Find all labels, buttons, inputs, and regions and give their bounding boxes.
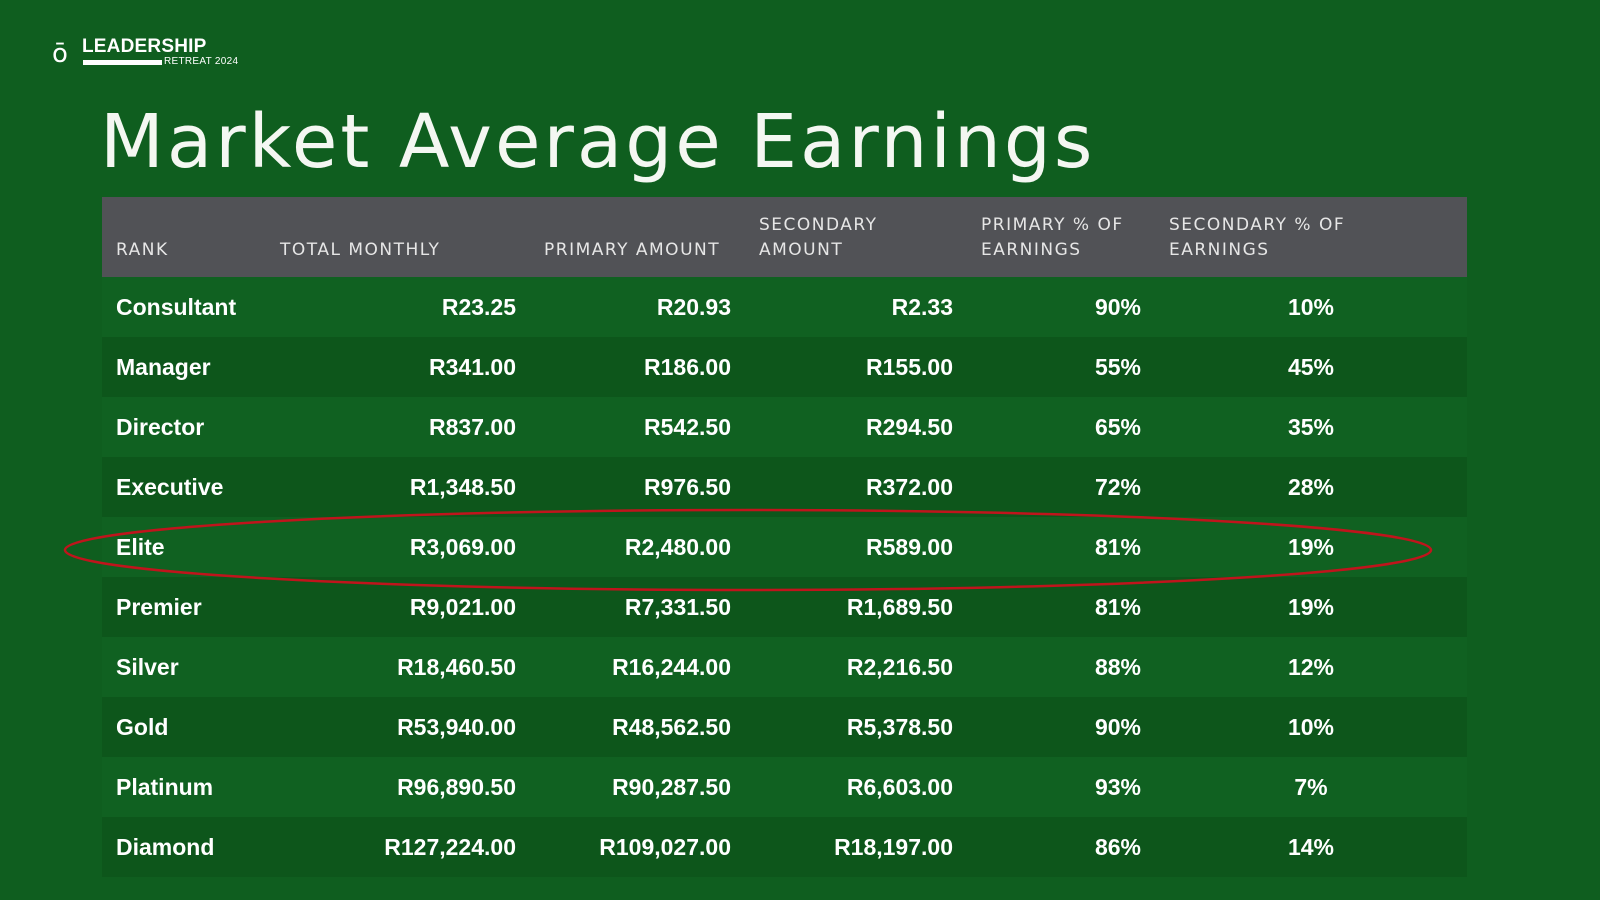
cell-rank: Consultant bbox=[102, 277, 266, 337]
cell-secondary-pct: 19% bbox=[1155, 577, 1467, 637]
cell-secondary-amount: R18,197.00 bbox=[745, 817, 967, 877]
header-primary-amount: PRIMARY AMOUNT bbox=[530, 197, 745, 277]
cell-total-monthly: R3,069.00 bbox=[266, 517, 530, 577]
table-row: Platinum R96,890.50 R90,287.50 R6,603.00… bbox=[102, 757, 1467, 817]
header-secondary-pct: SECONDARY % OF EARNINGS bbox=[1155, 197, 1467, 277]
header-rank: RANK bbox=[102, 197, 266, 277]
logo-subtitle: RETREAT 2024 bbox=[164, 56, 239, 67]
cell-secondary-amount: R5,378.50 bbox=[745, 697, 967, 757]
page-title: Market Average Earnings bbox=[100, 99, 1096, 185]
cell-secondary-amount: R155.00 bbox=[745, 337, 967, 397]
table-row: Diamond R127,224.00 R109,027.00 R18,197.… bbox=[102, 817, 1467, 877]
cell-secondary-pct: 10% bbox=[1155, 277, 1467, 337]
cell-secondary-pct: 35% bbox=[1155, 397, 1467, 457]
cell-rank: Elite bbox=[102, 517, 266, 577]
cell-primary-amount: R16,244.00 bbox=[530, 637, 745, 697]
cell-secondary-pct: 12% bbox=[1155, 637, 1467, 697]
cell-primary-amount: R109,027.00 bbox=[530, 817, 745, 877]
cell-secondary-amount: R589.00 bbox=[745, 517, 967, 577]
cell-secondary-amount: R1,689.50 bbox=[745, 577, 967, 637]
cell-primary-pct: 88% bbox=[967, 637, 1155, 697]
table-row: Gold R53,940.00 R48,562.50 R5,378.50 90%… bbox=[102, 697, 1467, 757]
cell-total-monthly: R96,890.50 bbox=[266, 757, 530, 817]
cell-secondary-amount: R372.00 bbox=[745, 457, 967, 517]
cell-rank: Executive bbox=[102, 457, 266, 517]
cell-rank: Premier bbox=[102, 577, 266, 637]
cell-primary-pct: 81% bbox=[967, 577, 1155, 637]
cell-secondary-amount: R2.33 bbox=[745, 277, 967, 337]
cell-primary-amount: R186.00 bbox=[530, 337, 745, 397]
table-row: Director R837.00 R542.50 R294.50 65% 35% bbox=[102, 397, 1467, 457]
cell-rank: Gold bbox=[102, 697, 266, 757]
cell-primary-amount: R976.50 bbox=[530, 457, 745, 517]
cell-secondary-pct: 7% bbox=[1155, 757, 1467, 817]
table-row: Manager R341.00 R186.00 R155.00 55% 45% bbox=[102, 337, 1467, 397]
header-total-monthly: TOTAL MONTHLY bbox=[266, 197, 530, 277]
cell-total-monthly: R1,348.50 bbox=[266, 457, 530, 517]
cell-secondary-amount: R6,603.00 bbox=[745, 757, 967, 817]
header-secondary-amount: SECONDARY AMOUNT bbox=[745, 197, 967, 277]
logo-underline bbox=[83, 60, 162, 65]
brand-logo: ō LEADERSHIP RETREAT 2024 bbox=[52, 36, 252, 72]
cell-total-monthly: R18,460.50 bbox=[266, 637, 530, 697]
cell-secondary-pct: 19% bbox=[1155, 517, 1467, 577]
cell-primary-amount: R7,331.50 bbox=[530, 577, 745, 637]
cell-total-monthly: R837.00 bbox=[266, 397, 530, 457]
cell-rank: Director bbox=[102, 397, 266, 457]
cell-primary-pct: 90% bbox=[967, 697, 1155, 757]
cell-secondary-pct: 10% bbox=[1155, 697, 1467, 757]
cell-primary-pct: 93% bbox=[967, 757, 1155, 817]
cell-total-monthly: R53,940.00 bbox=[266, 697, 530, 757]
cell-primary-pct: 90% bbox=[967, 277, 1155, 337]
cell-primary-amount: R20.93 bbox=[530, 277, 745, 337]
table-header-row: RANK TOTAL MONTHLY PRIMARY AMOUNT SECOND… bbox=[102, 197, 1467, 277]
cell-primary-pct: 65% bbox=[967, 397, 1155, 457]
cell-secondary-amount: R294.50 bbox=[745, 397, 967, 457]
cell-secondary-pct: 14% bbox=[1155, 817, 1467, 877]
table-row: Executive R1,348.50 R976.50 R372.00 72% … bbox=[102, 457, 1467, 517]
cell-primary-amount: R2,480.00 bbox=[530, 517, 745, 577]
cell-primary-pct: 81% bbox=[967, 517, 1155, 577]
cell-rank: Diamond bbox=[102, 817, 266, 877]
table-row: Premier R9,021.00 R7,331.50 R1,689.50 81… bbox=[102, 577, 1467, 637]
cell-rank: Manager bbox=[102, 337, 266, 397]
table-row: Consultant R23.25 R20.93 R2.33 90% 10% bbox=[102, 277, 1467, 337]
cell-primary-pct: 72% bbox=[967, 457, 1155, 517]
cell-total-monthly: R23.25 bbox=[266, 277, 530, 337]
cell-primary-pct: 86% bbox=[967, 817, 1155, 877]
cell-primary-amount: R48,562.50 bbox=[530, 697, 745, 757]
cell-secondary-pct: 45% bbox=[1155, 337, 1467, 397]
cell-total-monthly: R341.00 bbox=[266, 337, 530, 397]
cell-primary-amount: R542.50 bbox=[530, 397, 745, 457]
table-row-highlighted: Elite R3,069.00 R2,480.00 R589.00 81% 19… bbox=[102, 517, 1467, 577]
cell-primary-pct: 55% bbox=[967, 337, 1155, 397]
cell-secondary-pct: 28% bbox=[1155, 457, 1467, 517]
cell-primary-amount: R90,287.50 bbox=[530, 757, 745, 817]
logo-mark-icon: ō bbox=[52, 39, 68, 69]
earnings-table: RANK TOTAL MONTHLY PRIMARY AMOUNT SECOND… bbox=[102, 197, 1467, 877]
table-row: Silver R18,460.50 R16,244.00 R2,216.50 8… bbox=[102, 637, 1467, 697]
cell-rank: Platinum bbox=[102, 757, 266, 817]
cell-total-monthly: R9,021.00 bbox=[266, 577, 530, 637]
cell-total-monthly: R127,224.00 bbox=[266, 817, 530, 877]
logo-wordmark: LEADERSHIP bbox=[82, 36, 207, 57]
cell-rank: Silver bbox=[102, 637, 266, 697]
cell-secondary-amount: R2,216.50 bbox=[745, 637, 967, 697]
header-primary-pct: PRIMARY % OF EARNINGS bbox=[967, 197, 1155, 277]
